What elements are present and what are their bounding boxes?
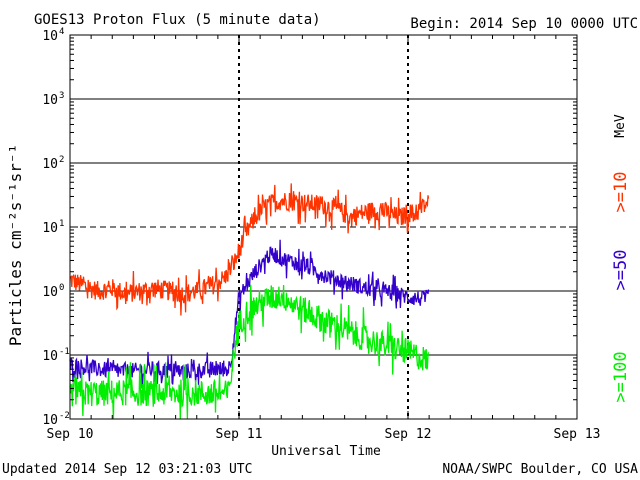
y-tick-exponent: 2 (59, 155, 64, 165)
legend-label: >=50 (611, 250, 631, 291)
data-series (69, 183, 430, 420)
legend-label: >=100 (611, 351, 631, 402)
chart-title: GOES13 Proton Flux (5 minute data) (34, 12, 321, 28)
y-tick-exponent: 4 (59, 27, 64, 37)
footer-credit: NOAA/SWPC Boulder, CO USA (442, 462, 638, 477)
y-tick-label: 10 (42, 157, 58, 172)
y-tick-label: 10 (42, 93, 58, 108)
legend-label: >=10 (611, 172, 631, 213)
units-label: MeV (613, 114, 628, 138)
y-tick-exponent: -1 (59, 347, 70, 357)
series-line-ge10 (69, 183, 430, 316)
y-tick-label: 10 (42, 29, 58, 44)
footer-updated: Updated 2014 Sep 12 03:21:03 UTC (2, 462, 252, 477)
y-tick-exponent: -2 (59, 411, 70, 421)
x-tick-label: Sep 10 (47, 427, 94, 442)
y-axis-label: Particles cm⁻²s⁻¹sr⁻¹ (6, 144, 25, 346)
x-tick-label: Sep 12 (385, 427, 432, 442)
y-tick-exponent: 3 (59, 91, 64, 101)
x-tick-label: Sep 11 (216, 427, 263, 442)
y-tick-exponent: 0 (59, 283, 64, 293)
y-tick-label: 10 (42, 285, 58, 300)
begin-label: Begin: 2014 Sep 10 0000 UTC (410, 16, 638, 32)
x-axis-label: Universal Time (271, 444, 381, 459)
y-tick-label: 10 (42, 413, 58, 428)
y-tick-label: 10 (42, 349, 58, 364)
legend: >=10 >=50 >=100 (611, 172, 631, 403)
gridlines (70, 35, 577, 419)
y-tick-label: 10 (42, 221, 58, 236)
x-tick-label: Sep 13 (554, 427, 601, 442)
y-tick-exponent: 1 (59, 219, 64, 229)
series-line-ge100 (69, 284, 430, 420)
